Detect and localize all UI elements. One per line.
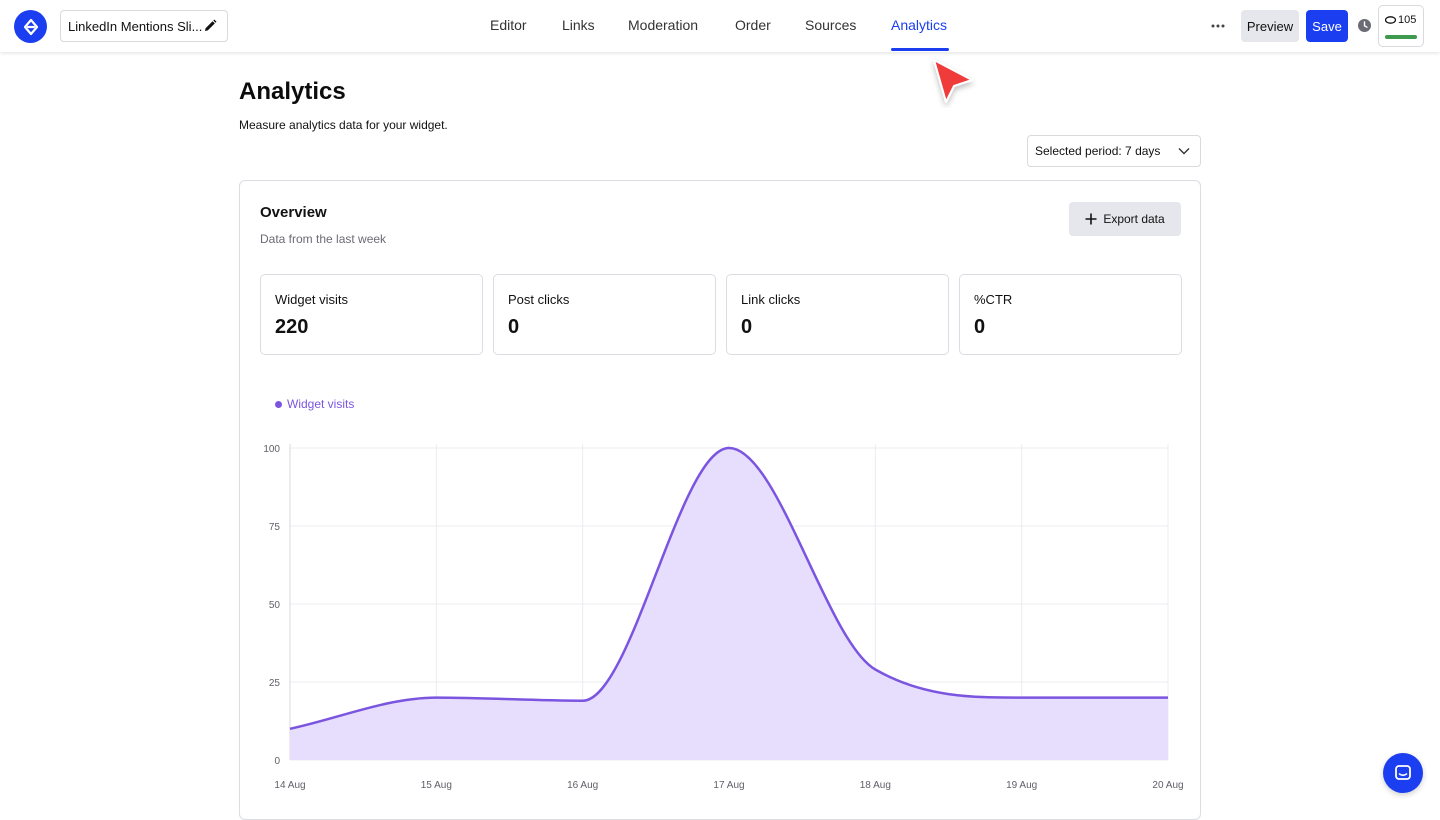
chat-support-button[interactable] [1383, 753, 1423, 793]
export-data-label: Export data [1103, 212, 1165, 226]
period-select-label: Selected period: 7 days [1035, 144, 1161, 158]
plus-icon [1085, 213, 1097, 225]
series-line [289, 446, 1168, 731]
views-usage-bar [1385, 35, 1417, 39]
legend-label: Widget visits [287, 397, 355, 411]
area-fill [290, 448, 1168, 760]
tab-moderation[interactable]: Moderation [628, 17, 699, 33]
x-tick-label: 20 Aug [1152, 780, 1183, 791]
preview-button[interactable]: Preview [1241, 10, 1299, 42]
x-tick-label: 17 Aug [713, 780, 744, 791]
chart-legend[interactable]: Widget visits [275, 397, 354, 411]
stat-value: 0 [974, 316, 986, 338]
top-bar: LinkedIn Mentions Sli... Editor Links Mo… [0, 0, 1440, 52]
stat-post-clicks: Post clicks 0 [493, 274, 716, 355]
export-data-button[interactable]: Export data [1069, 202, 1181, 236]
history-clock-icon[interactable] [1357, 18, 1372, 33]
stat-widget-visits: Widget visits 220 [260, 274, 483, 355]
x-tick-label: 14 Aug [274, 780, 305, 791]
x-tick-label: 15 Aug [421, 780, 452, 791]
chat-icon [1395, 765, 1411, 780]
y-tick-label: 25 [269, 678, 281, 689]
pencil-icon[interactable] [203, 19, 217, 33]
tab-order[interactable]: Order [735, 17, 771, 33]
tab-links[interactable]: Links [562, 17, 595, 33]
y-tick-label: 50 [269, 600, 281, 611]
cursor-pointer-icon [933, 59, 973, 103]
period-select[interactable]: Selected period: 7 days [1027, 135, 1201, 167]
save-button[interactable]: Save [1306, 10, 1348, 42]
logo-icon [23, 18, 38, 35]
y-tick-label: 100 [263, 444, 280, 455]
stat-label: %CTR [974, 292, 1013, 307]
chevron-down-icon [1178, 148, 1190, 155]
page-subtitle: Measure analytics data for your widget. [239, 118, 448, 132]
more-icon [1211, 24, 1225, 28]
stat-value: 0 [508, 316, 520, 338]
y-tick-label: 0 [274, 756, 280, 767]
overview-title: Overview [260, 204, 327, 221]
main-nav: Editor Links Moderation Order Sources An… [0, 0, 1440, 52]
widget-name-field[interactable]: LinkedIn Mentions Sli... [60, 10, 228, 42]
x-tick-label: 19 Aug [1006, 780, 1037, 791]
widget-name: LinkedIn Mentions Sli... [68, 18, 203, 34]
stat-value: 220 [275, 316, 309, 338]
app-logo[interactable] [14, 10, 47, 43]
x-tick-label: 18 Aug [860, 780, 891, 791]
widget-visits-chart: 0 25 50 75 100 14 Aug 15 Aug 16 Aug 17 Aug 18 Aug… [263, 444, 1184, 791]
stat-label: Link clicks [741, 292, 801, 307]
stat-ctr: %CTR 0 [959, 274, 1182, 355]
active-tab-indicator [891, 48, 949, 51]
stat-link-clicks: Link clicks 0 [726, 274, 949, 355]
views-count: 105 [1398, 14, 1417, 26]
x-tick-label: 16 Aug [567, 780, 598, 791]
more-options-button[interactable] [1205, 14, 1231, 38]
legend-dot [275, 400, 282, 408]
stat-label: Post clicks [508, 292, 570, 307]
overview-card: Overview Data from the last week Export … [239, 180, 1201, 820]
views-counter[interactable]: 105 [1378, 5, 1424, 47]
overview-subtitle: Data from the last week [260, 232, 387, 246]
tab-sources[interactable]: Sources [805, 17, 857, 33]
eye-icon [1385, 16, 1396, 24]
tab-analytics[interactable]: Analytics [891, 17, 948, 33]
page-title: Analytics [239, 78, 346, 105]
tab-editor[interactable]: Editor [490, 17, 527, 33]
y-tick-label: 75 [269, 522, 281, 533]
stat-label: Widget visits [275, 292, 348, 307]
stat-value: 0 [741, 316, 753, 338]
